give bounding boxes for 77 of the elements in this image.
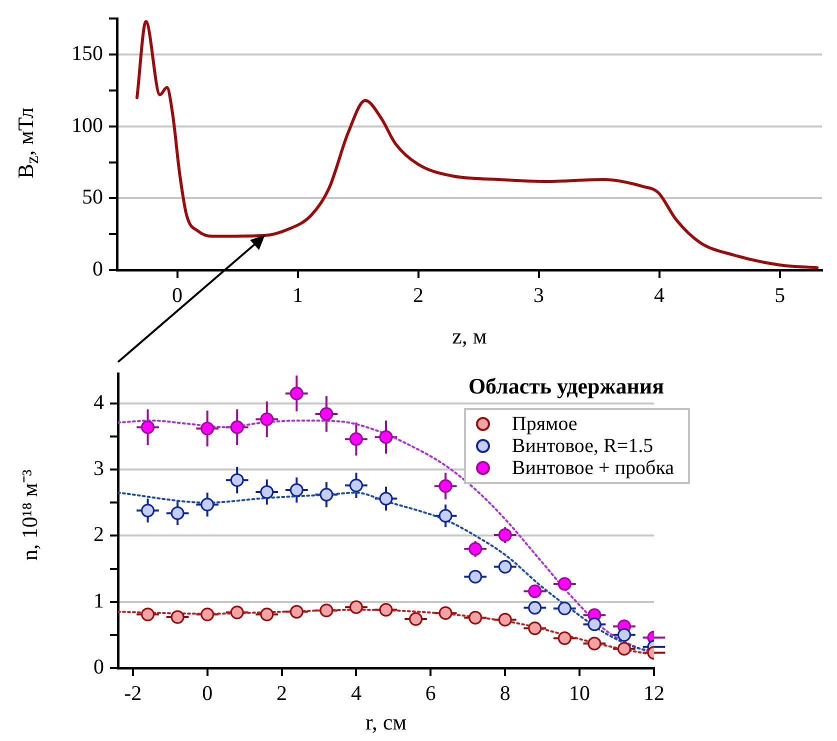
point [558,631,572,646]
point [290,386,304,400]
point [349,600,364,614]
point [170,610,184,624]
point [230,420,244,434]
x-tick-label: 0 [172,283,183,308]
point [349,478,364,492]
x-tick-label: 5 [774,283,786,308]
x-axis-title: r, см [365,710,407,735]
annotation: Область удержания [468,373,664,398]
legend-label: Винтовое + пробка [512,457,674,479]
point [290,483,304,497]
x-tick-label: 4 [654,283,666,308]
line-series [136,20,819,270]
point [528,584,542,598]
point [379,602,393,617]
x-tick-label: -2 [124,681,142,706]
point [200,422,214,436]
x-axis-title: z, м [452,324,487,349]
y-tick-label: 150 [72,41,103,66]
point [588,618,602,632]
point [408,612,423,626]
point [260,485,274,499]
y-tick-label: 1 [94,588,104,612]
x-tick-label: 6 [425,681,436,706]
point [320,407,334,421]
point [260,608,274,622]
point [468,570,482,584]
point [140,608,155,622]
point [200,498,214,512]
point [320,488,334,502]
point [260,412,274,426]
point [558,602,572,616]
point [379,430,393,444]
y-tick-label: 0 [92,256,103,281]
point [498,528,512,542]
y-tick-label: 4 [94,390,104,414]
point [438,509,452,523]
point [528,622,542,636]
x-tick-label: 12 [644,681,664,706]
x-tick-label: 3 [534,283,544,308]
point [349,432,364,446]
x-tick-label: 4 [350,681,362,706]
point [140,504,155,518]
y-tick-label: 2 [94,522,104,546]
x-tick-label: 0 [202,681,213,706]
point [230,473,244,487]
point [498,612,512,627]
point [528,600,542,615]
y-tick-label: 3 [94,456,104,480]
point [498,560,512,574]
y-tick-label: 100 [72,112,103,137]
x-tick-label: 2 [276,681,288,706]
point [170,506,184,520]
legend-label: Прямое [512,413,578,435]
x-tick-label: 1 [292,283,304,308]
point [320,604,334,618]
point [468,542,482,556]
x-tick-label: 8 [500,681,510,706]
point [468,610,482,625]
point [617,642,632,656]
point [438,479,452,493]
point [290,604,304,619]
y-tick-label: 0 [94,654,104,679]
point [617,628,632,642]
point [379,492,393,506]
point [230,606,244,620]
point [438,606,452,620]
point [200,608,214,622]
point [140,420,155,434]
x-tick-label: 10 [569,681,590,706]
x-tick-label: 2 [413,283,424,308]
point [588,636,602,650]
y-tick-label: 50 [82,184,103,209]
y-axis-title: n, 10¹⁸ м⁻³ [16,469,43,561]
point [558,577,572,591]
legend-label: Винтовое, R=1.5 [512,435,654,457]
